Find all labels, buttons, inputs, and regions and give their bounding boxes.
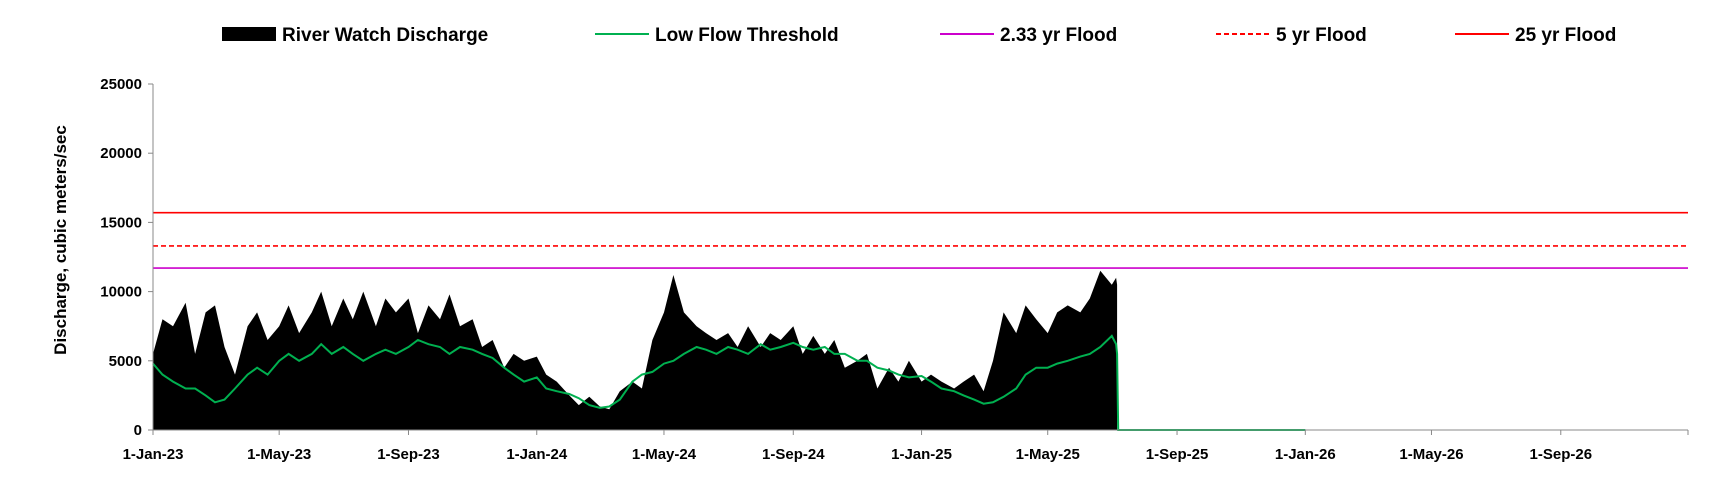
x-tick-label: 1-May-23 (247, 446, 311, 463)
y-tick-label: 0 (134, 422, 142, 439)
x-tick-label: 1-May-24 (632, 446, 697, 463)
x-tick-label: 1-Sep-26 (1530, 446, 1593, 463)
y-axis-title: Discharge, cubic meters/sec (51, 125, 70, 355)
x-tick-label: 1-Jan-25 (891, 446, 952, 463)
y-tick-label: 5000 (109, 353, 142, 370)
x-tick-label: 1-Sep-25 (1146, 446, 1209, 463)
y-tick-label: 15000 (100, 214, 142, 231)
x-tick-label: 1-Jan-24 (506, 446, 568, 463)
legend-swatch-river-watch-discharge (222, 27, 276, 41)
low-flow-threshold-line (152, 334, 1306, 431)
x-tick-label: 1-May-25 (1016, 446, 1080, 463)
legend-label-5-yr-flood: 5 yr Flood (1276, 25, 1367, 46)
y-tick-label: 10000 (100, 284, 142, 301)
y-tick-label: 20000 (100, 145, 142, 162)
plot-area (152, 211, 1688, 431)
legend: River Watch Discharge Low Flow Threshold 2… (222, 25, 1616, 46)
x-tick-label: 1-Jan-26 (1275, 446, 1336, 463)
x-tick-label: 1-Sep-24 (762, 446, 825, 463)
river-watch-discharge-area (153, 270, 1118, 430)
x-tick-label: 1-Jan-23 (123, 446, 184, 463)
x-tick-label: 1-May-26 (1399, 446, 1463, 463)
y-tick-label: 25000 (100, 76, 142, 93)
legend-label-river-watch-discharge: River Watch Discharge (282, 25, 488, 46)
axes: 0 5000 10000 15000 20000 25000 1-Jan-23 1-May-2… (100, 76, 1689, 463)
legend-label-25-yr-flood: 25 yr Flood (1515, 25, 1616, 46)
legend-label-2-33-yr-flood: 2.33 yr Flood (1000, 25, 1117, 46)
x-tick-label: 1-Sep-23 (377, 446, 440, 463)
legend-label-low-flow-threshold: Low Flow Threshold (655, 25, 839, 46)
